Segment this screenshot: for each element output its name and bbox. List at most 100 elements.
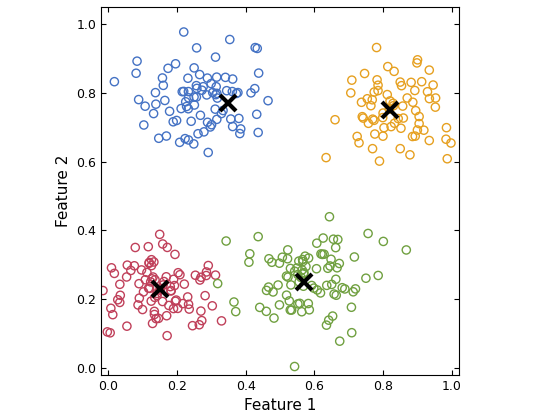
Point — [361, 275, 370, 281]
Point — [234, 89, 242, 96]
Point — [245, 250, 254, 257]
Point — [413, 127, 422, 134]
Point — [184, 75, 193, 81]
Point — [414, 120, 423, 127]
Point — [206, 123, 215, 130]
Point — [360, 70, 369, 77]
Point — [192, 82, 201, 89]
Point — [164, 65, 172, 72]
Point — [122, 273, 131, 280]
Point — [147, 256, 156, 263]
Point — [286, 281, 295, 288]
Point — [363, 95, 372, 102]
Point — [349, 289, 358, 295]
Point — [186, 118, 195, 125]
Point — [217, 110, 226, 117]
Point — [202, 269, 211, 276]
Point — [110, 270, 119, 277]
Point — [147, 298, 156, 304]
Point — [144, 259, 153, 266]
Point — [142, 269, 151, 276]
Point — [322, 322, 331, 328]
Point — [231, 308, 240, 315]
Point — [246, 89, 255, 96]
Point — [324, 317, 333, 323]
Point — [304, 300, 313, 307]
Point — [195, 277, 204, 284]
Point — [170, 282, 179, 289]
Point — [390, 120, 399, 126]
Point — [180, 281, 189, 287]
Point — [413, 56, 422, 63]
Point — [115, 299, 124, 306]
Point — [197, 308, 206, 315]
Point — [396, 125, 405, 131]
Point — [165, 302, 174, 309]
Point — [179, 88, 188, 95]
Point — [298, 258, 307, 265]
Point — [189, 141, 198, 147]
Point — [431, 94, 440, 101]
Point — [285, 297, 294, 304]
Point — [175, 139, 184, 146]
Point — [195, 321, 204, 328]
Point — [330, 116, 339, 123]
Point — [183, 294, 192, 300]
Point — [316, 251, 325, 257]
Point — [147, 276, 156, 282]
Point — [309, 285, 318, 291]
Point — [379, 133, 388, 139]
Point — [327, 281, 336, 288]
Point — [184, 136, 193, 143]
Point — [368, 97, 377, 103]
Point — [283, 274, 292, 281]
Point — [375, 158, 384, 165]
Point — [198, 87, 207, 94]
Point — [338, 284, 347, 291]
Point — [299, 270, 308, 277]
Point — [150, 294, 159, 301]
Point — [267, 259, 276, 265]
Point — [200, 292, 209, 299]
Point — [264, 255, 273, 262]
Point — [383, 63, 392, 70]
Point — [359, 115, 368, 121]
Point — [385, 97, 394, 104]
Point — [346, 89, 355, 96]
Point — [379, 110, 388, 116]
Point — [321, 154, 330, 161]
Point — [274, 282, 283, 289]
Point — [179, 29, 188, 35]
Point — [297, 308, 306, 315]
Point — [127, 267, 136, 274]
Point — [399, 115, 408, 121]
Point — [318, 251, 327, 258]
Point — [235, 130, 244, 137]
Point — [174, 269, 183, 276]
Point — [212, 90, 221, 97]
Point — [295, 278, 304, 285]
Point — [203, 119, 212, 126]
Point — [192, 94, 201, 100]
Y-axis label: Feature 2: Feature 2 — [56, 155, 71, 227]
Point — [171, 60, 180, 67]
Point — [236, 126, 245, 132]
Point — [319, 235, 328, 242]
Point — [423, 88, 432, 95]
Point — [221, 74, 230, 81]
Point — [184, 105, 193, 112]
Point — [228, 76, 237, 82]
Point — [158, 281, 167, 288]
Point — [374, 82, 382, 89]
Point — [390, 68, 399, 75]
Point — [410, 133, 419, 139]
Point — [396, 79, 405, 85]
Point — [108, 311, 117, 318]
Point — [379, 238, 388, 245]
Point — [151, 101, 160, 108]
Point — [151, 89, 160, 96]
Point — [366, 102, 375, 109]
Point — [139, 289, 148, 295]
Point — [411, 107, 420, 114]
Point — [178, 88, 186, 95]
